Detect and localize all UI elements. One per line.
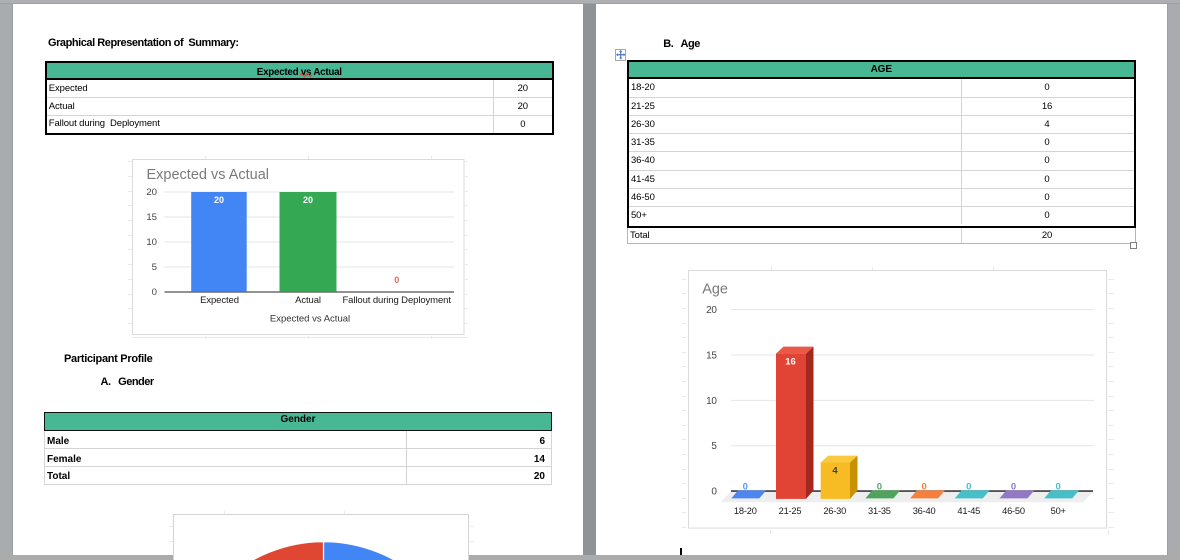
svg-text:0: 0 xyxy=(921,482,926,493)
svg-text:Expected: Expected xyxy=(200,295,239,306)
svg-text:18-20: 18-20 xyxy=(734,506,757,516)
svg-text:41-45: 41-45 xyxy=(957,506,980,516)
svg-text:20: 20 xyxy=(303,195,313,205)
svg-text:Expected vs Actual: Expected vs Actual xyxy=(147,167,270,183)
svg-text:Fallout during Deployment: Fallout during Deployment xyxy=(342,295,451,306)
svg-text:10: 10 xyxy=(706,396,717,407)
svg-text:Expected vs Actual: Expected vs Actual xyxy=(270,314,350,325)
svg-text:26-30: 26-30 xyxy=(823,506,846,516)
svg-text:15: 15 xyxy=(706,351,717,362)
svg-text:0: 0 xyxy=(743,482,748,493)
svg-text:0: 0 xyxy=(966,482,971,493)
svg-text:0: 0 xyxy=(394,275,399,285)
svg-text:0: 0 xyxy=(1011,482,1016,493)
svg-text:0: 0 xyxy=(877,482,882,493)
svg-text:50+: 50+ xyxy=(1051,506,1066,516)
svg-text:36-40: 36-40 xyxy=(913,506,936,516)
svg-text:20: 20 xyxy=(146,187,157,198)
svg-text:46-50: 46-50 xyxy=(1002,506,1025,516)
svg-text:4: 4 xyxy=(832,466,838,477)
svg-text:20: 20 xyxy=(706,305,717,316)
svg-text:10: 10 xyxy=(146,237,157,248)
svg-text:21-25: 21-25 xyxy=(779,506,802,516)
svg-text:5: 5 xyxy=(152,262,157,273)
svg-text:20: 20 xyxy=(214,195,224,205)
svg-text:15: 15 xyxy=(146,212,157,223)
svg-text:Age: Age xyxy=(702,282,728,298)
svg-text:0: 0 xyxy=(1056,482,1061,493)
svg-text:5: 5 xyxy=(711,442,717,453)
svg-text:31-35: 31-35 xyxy=(868,506,891,516)
svg-text:16: 16 xyxy=(785,357,796,368)
svg-text:0: 0 xyxy=(152,287,157,298)
svg-text:0: 0 xyxy=(711,487,717,498)
svg-text:Actual: Actual xyxy=(295,295,321,306)
